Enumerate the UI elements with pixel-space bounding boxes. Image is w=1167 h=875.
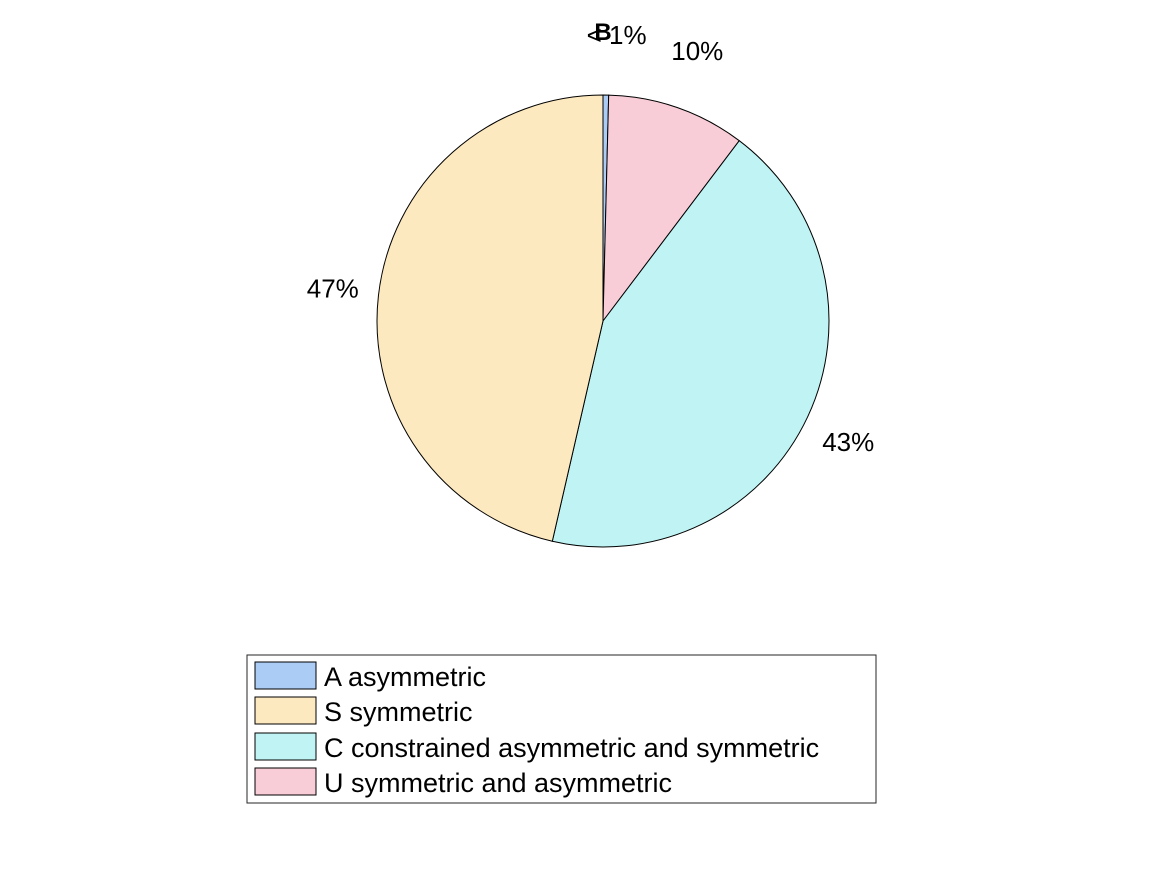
legend: A asymmetric S symmetric C constrained a… (246, 654, 877, 804)
chart-title: B (594, 19, 611, 46)
pie-slice-labels: < 1% 10% 43% 47% (307, 20, 874, 457)
pie-slices (376, 94, 830, 548)
legend-box (246, 654, 877, 804)
pie-label-c-constrained-asymmetric-and-symmetric: 43% (822, 427, 874, 457)
legend-label-s-symmetric: S symmetric (324, 697, 473, 727)
pie-slice-c-constrained-asymmetric-and-symmetric (551, 139, 830, 548)
legend-swatch-a-asymmetric (254, 661, 317, 690)
legend-swatch-c-constrained (254, 732, 317, 761)
legend-label-c-constrained: C constrained asymmetric and symmetric (324, 733, 819, 763)
legend-label-u-symmetric-asymmetric: U symmetric and asymmetric (324, 768, 672, 798)
pie-label-s-symmetric: 47% (307, 274, 359, 304)
pie-slice-u-symmetric-and-asymmetric (602, 94, 740, 323)
legend-label-a-asymmetric: A asymmetric (324, 662, 486, 692)
legend-swatch-u-symmetric-asymmetric (254, 767, 317, 796)
legend-swatch-s-symmetric (254, 696, 317, 725)
pie-label-a-asymmetric: < 1% (587, 20, 647, 50)
pie-label-u-symmetric-and-asymmetric: 10% (671, 36, 723, 66)
pie-slice-s-symmetric (376, 94, 604, 542)
